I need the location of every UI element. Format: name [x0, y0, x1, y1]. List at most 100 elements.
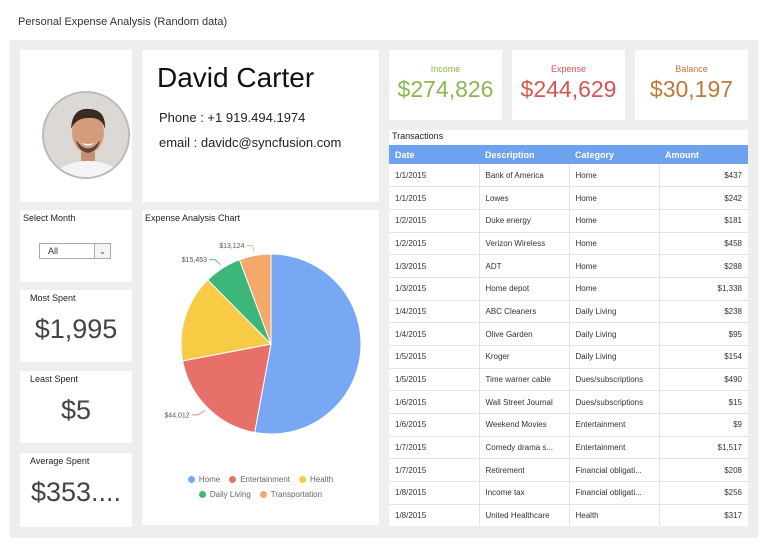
table-cell: 1/1/2015: [389, 186, 480, 210]
avatar: [42, 91, 130, 179]
legend-item[interactable]: Daily Living: [198, 490, 251, 499]
data-label: $44,012: [164, 412, 189, 419]
pie-chart: $44,012 $15,453 $13,124: [164, 243, 362, 435]
data-label-connector: [209, 259, 221, 266]
legend-marker: [229, 476, 237, 483]
most-spent-card: Most Spent $1,995: [20, 290, 132, 362]
table-cell: 1/3/2015: [389, 254, 480, 278]
table-cell: Dues/subscriptions: [569, 368, 660, 392]
pie-slice-home[interactable]: [254, 253, 362, 435]
month-card: Select Month All ⌄: [20, 210, 132, 282]
table-cell: Entertainment: [569, 436, 660, 460]
table-row[interactable]: 1/7/2015 Comedy drama s... Entertainment $1…: [389, 436, 748, 460]
table-row[interactable]: 1/8/2015 United Healthcare Health $317: [389, 504, 748, 526]
table-cell: $1,517: [659, 436, 748, 460]
table-cell: Wall Street Journal: [479, 390, 570, 415]
most-spent-label: Most Spent: [30, 293, 76, 303]
table-row[interactable]: 1/5/2015 Time warner cable Dues/subscripti…: [389, 368, 748, 392]
table-row[interactable]: 1/2/2015 Verizon Wireless Home $458: [389, 232, 748, 256]
table-cell: 1/5/2015: [389, 368, 480, 392]
column-header[interactable]: Category: [569, 145, 659, 164]
table-row[interactable]: 1/3/2015 ADT Home $288: [389, 254, 748, 278]
expense-chart-card: Expense Analysis Chart $44,012 $15,453 $13…: [142, 210, 379, 525]
balance-label: Balance: [675, 64, 708, 74]
pie-slice-health[interactable]: [180, 279, 273, 362]
least-spent-label: Least Spent: [30, 374, 79, 384]
table-cell: Health: [569, 504, 660, 526]
table-row[interactable]: 1/4/2015 ABC Cleaners Daily Living $238: [389, 300, 748, 324]
chart-legend: Home Entertainment Health Daily Living Trans…: [142, 475, 379, 505]
table-cell: 1/7/2015: [389, 458, 480, 483]
table-cell: Financial obligati...: [569, 458, 660, 483]
table-cell: Weekend Movies: [479, 413, 570, 437]
pie-slice-transportation[interactable]: [238, 253, 272, 345]
transactions-title: Transactions: [392, 131, 444, 141]
table-row[interactable]: 1/1/2015 Bank of America Home $437: [389, 164, 748, 188]
legend-item[interactable]: Home: [187, 475, 220, 484]
least-spent-card: Least Spent $5: [20, 371, 132, 443]
table-row[interactable]: 1/8/2015 Income tax Financial obligati... $…: [389, 481, 748, 505]
table-cell: $15: [659, 390, 748, 415]
most-spent-value: $1,995: [34, 314, 118, 344]
table-row[interactable]: 1/4/2015 Olive Garden Daily Living $95: [389, 322, 748, 346]
table-row[interactable]: 1/6/2015 Weekend Movies Entertainment $9: [389, 413, 748, 437]
table-row[interactable]: 1/7/2015 Retirement Financial obligati... $…: [389, 458, 748, 483]
table-cell: $437: [659, 164, 748, 188]
legend-label: Health: [310, 475, 334, 484]
table-row[interactable]: 1/3/2015 Home depot Home $1,338: [389, 277, 748, 301]
data-label-connector: [246, 245, 255, 252]
table-cell: $256: [659, 481, 748, 505]
pie-slice-entertainment[interactable]: [182, 343, 272, 434]
column-header[interactable]: Date: [389, 145, 479, 164]
table-row[interactable]: 1/5/2015 Kroger Daily Living $154: [389, 345, 748, 369]
table-cell: 1/1/2015: [389, 164, 480, 188]
balance-value: $30,197: [649, 76, 734, 102]
column-header[interactable]: Description: [479, 145, 569, 164]
legend-row: Daily Living Transportation: [142, 490, 379, 499]
table-cell: Income tax: [479, 481, 570, 505]
table-cell: Comedy drama s...: [479, 436, 570, 460]
table-row[interactable]: 1/1/2015 Lowes Home $242: [389, 186, 748, 210]
expense-card: Expense $244,629: [512, 50, 625, 120]
legend-item[interactable]: Health: [299, 475, 333, 484]
dashboard-canvas: David Carter Phone : +1 919.494.1974 ema…: [10, 40, 758, 538]
table-cell: $317: [659, 504, 748, 526]
table-cell: Daily Living: [569, 300, 660, 324]
user-phone: Phone : +1 919.494.1974: [159, 110, 306, 125]
income-label: Income: [430, 64, 461, 74]
month-select[interactable]: All ⌄: [39, 243, 111, 259]
legend-item[interactable]: Entertainment: [229, 475, 290, 484]
month-select-value: All: [48, 246, 59, 256]
table-row[interactable]: 1/2/2015 Duke energy Home $181: [389, 209, 748, 233]
column-header[interactable]: Amount: [659, 145, 748, 164]
legend-item[interactable]: Transportation: [259, 490, 322, 499]
table-cell: $490: [659, 368, 748, 392]
table-cell: $458: [659, 232, 748, 256]
avatar-card: [20, 50, 132, 202]
table-cell: Entertainment: [569, 413, 660, 437]
table-cell: $208: [659, 458, 748, 483]
table-cell: Kroger: [479, 345, 570, 369]
table-cell: $288: [659, 254, 748, 278]
legend-label: Daily Living: [209, 490, 251, 499]
table-row[interactable]: 1/6/2015 Wall Street Journal Dues/subscrip…: [389, 390, 748, 415]
table-cell: 1/5/2015: [389, 345, 480, 369]
legend-row: Home Entertainment Health: [142, 475, 379, 484]
table-cell: 1/2/2015: [389, 209, 480, 233]
table-cell: Home: [569, 277, 660, 301]
chevron-down-icon[interactable]: ⌄: [94, 244, 110, 258]
table-cell: $242: [659, 186, 748, 210]
table-cell: Home: [569, 254, 660, 278]
least-spent-value: $5: [60, 395, 92, 425]
transactions-table: Date Description Category Amount 1/1/2015 Ba…: [389, 145, 748, 526]
income-card: Income $274,826: [389, 50, 502, 120]
table-cell: Retirement: [479, 458, 570, 483]
table-cell: 1/7/2015: [389, 436, 480, 460]
legend-label: Entertainment: [240, 475, 291, 484]
table-cell: 1/4/2015: [389, 300, 480, 324]
table-cell: Time warner cable: [479, 368, 570, 392]
data-label: $13,124: [219, 243, 244, 250]
user-email: email : davidc@syncfusion.com: [159, 135, 342, 150]
table-cell: Financial obligati...: [569, 481, 660, 505]
table-cell: $1,338: [659, 277, 748, 301]
